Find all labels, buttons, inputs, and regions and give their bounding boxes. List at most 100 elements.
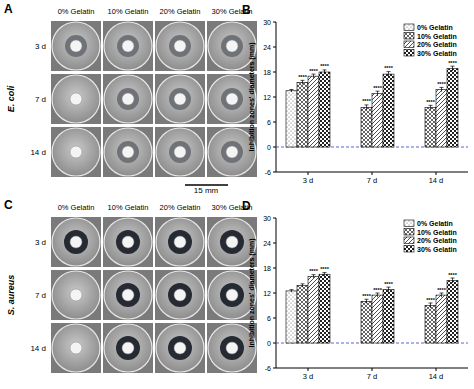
disk (174, 342, 186, 354)
plate-photo (103, 217, 153, 267)
disk (122, 40, 134, 52)
panel-label: B (242, 3, 251, 17)
photo-bg (155, 217, 205, 267)
y-tick (273, 122, 276, 123)
disk (226, 40, 238, 52)
inhibition-zone (221, 88, 243, 110)
legend-label: 0% Gelatin (417, 24, 453, 31)
photo-panel: C0% Gelatin10% Gelatin20% Gelatin30% Gel… (4, 198, 257, 373)
plate (104, 22, 152, 70)
y-tick (273, 368, 276, 369)
legend-label: 0% Gelatin (417, 220, 453, 227)
bar (361, 107, 372, 147)
plate-photo (155, 21, 205, 71)
error-bar (323, 273, 327, 276)
plate-photo (103, 74, 153, 124)
y-tick (273, 218, 276, 219)
error-bar (440, 293, 444, 297)
disk (174, 40, 186, 52)
bar (436, 295, 447, 343)
plate (104, 128, 152, 176)
plate (52, 218, 100, 266)
legend-swatch (404, 229, 414, 236)
plate (156, 75, 204, 123)
y-axis-label: Inhibition zones' diameters (mm) (248, 238, 256, 347)
error-bar (387, 287, 391, 292)
plate (104, 75, 152, 123)
photo-bg (155, 323, 205, 373)
photo-bg (155, 127, 205, 177)
plate-photo (51, 270, 101, 320)
disk (174, 236, 186, 248)
inhibition-zone (220, 230, 244, 254)
bar (286, 291, 297, 343)
marks (286, 273, 458, 343)
plate-photo (155, 323, 205, 373)
inhibition-zone (221, 35, 243, 57)
legend-swatch (404, 246, 414, 253)
bar (297, 286, 308, 344)
disk (70, 40, 82, 52)
significance: **** (448, 272, 457, 278)
bar (425, 107, 436, 147)
y-tick (273, 97, 276, 98)
error-bar (376, 91, 380, 96)
organism-label: E. coli (6, 85, 16, 112)
row-label: 3 d (35, 42, 46, 51)
bar (361, 301, 372, 343)
error-bar (365, 105, 369, 110)
bar (414, 343, 425, 344)
y-tick-label: 12 (263, 290, 271, 297)
legend-label: 20% Gelatin (417, 41, 457, 48)
photo-bg (51, 323, 101, 373)
row-label: 7 d (35, 95, 46, 104)
error-bar (312, 275, 316, 278)
error-bar (376, 293, 380, 297)
legend-label: 10% Gelatin (417, 33, 457, 40)
photo-panel: A0% Gelatin10% Gelatin20% Gelatin30% Gel… (4, 2, 257, 195)
bar-chart: D-60612182430Inhibition zones' diameters… (242, 199, 468, 381)
bar (308, 276, 319, 343)
plate (156, 22, 204, 70)
bar (350, 147, 361, 148)
y-axis-label: Inhibition zones' diameters (mm) (248, 42, 256, 151)
error-bar (290, 290, 294, 293)
bar (372, 94, 383, 147)
inhibition-zone (220, 283, 244, 307)
disk (70, 342, 82, 354)
significance: **** (362, 98, 371, 104)
significance: **** (320, 266, 329, 272)
inhibition-zone (220, 336, 244, 360)
panel-label: A (4, 2, 13, 16)
x-tick-label: 3 d (303, 372, 313, 381)
inhibition-zone (65, 35, 87, 57)
photo-bg (103, 217, 153, 267)
significance: **** (426, 99, 435, 105)
disk (226, 342, 238, 354)
x-tick-label: 3 d (303, 176, 313, 185)
bar (436, 90, 447, 148)
plate-photo (103, 323, 153, 373)
significance: **** (448, 60, 457, 66)
inhibition-zone (169, 35, 191, 57)
annotations: ************************************ (298, 60, 457, 105)
y-tick (273, 22, 276, 23)
y-tick-label: 30 (263, 215, 271, 222)
y-tick (273, 72, 276, 73)
legend-label: 30% Gelatin (417, 246, 457, 253)
row-label: 7 d (35, 291, 46, 300)
photo-bg (155, 74, 205, 124)
x-tick (308, 368, 309, 371)
marks (286, 66, 458, 147)
plate (156, 128, 204, 176)
significance: **** (309, 268, 318, 274)
plate (104, 218, 152, 266)
plate-photo (103, 21, 153, 71)
x-tick (372, 368, 373, 371)
disk (122, 236, 134, 248)
plate-photo (155, 270, 205, 320)
inhibition-zone (117, 88, 139, 110)
bar (319, 274, 330, 343)
y-tick-label: 0 (267, 144, 271, 151)
plate-photo (51, 127, 101, 177)
